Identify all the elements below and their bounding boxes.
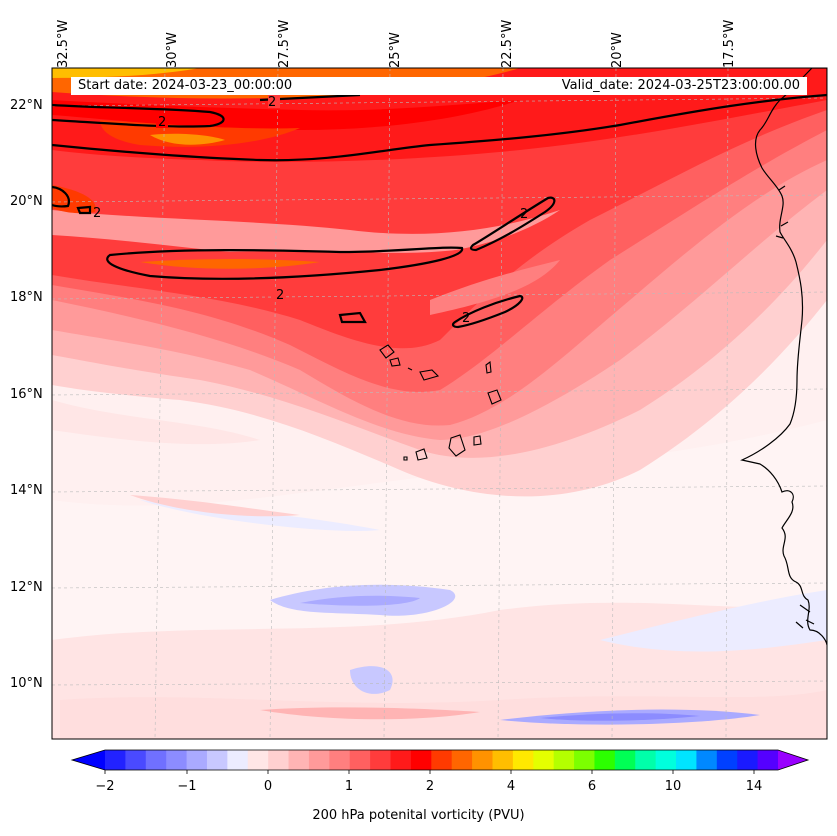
colorbar-segment xyxy=(512,750,534,770)
lat-label: 12°N xyxy=(10,580,43,595)
colorbar-extend-min xyxy=(72,750,105,770)
lon-label: 17.5°W xyxy=(722,19,737,68)
colorbar-segment xyxy=(145,750,167,770)
contour-label: 2 xyxy=(462,311,470,326)
colorbar-tick-label: 1 xyxy=(344,779,354,794)
map-frame xyxy=(51,67,828,740)
colorbar-segment xyxy=(635,750,657,770)
colorbar-segment xyxy=(594,750,616,770)
lon-label: 20°W xyxy=(610,32,625,68)
pv-2-contours xyxy=(52,93,827,329)
colorbar-segment xyxy=(186,750,208,770)
colorbar-segment xyxy=(410,750,432,770)
colorbar-segment xyxy=(696,750,718,770)
graticule xyxy=(52,68,827,739)
colorbar-tick-label: −2 xyxy=(95,779,115,794)
lon-label: 25°W xyxy=(388,32,403,68)
colorbar-segment xyxy=(737,750,759,770)
cabo-verde-islands xyxy=(379,344,502,461)
lat-label: 20°N xyxy=(10,194,43,209)
colorbar-segment xyxy=(308,750,330,770)
lon-label: 22.5°W xyxy=(500,19,515,68)
colorbar-segment xyxy=(574,750,595,770)
colorbar-tick-label: 10 xyxy=(664,779,682,794)
lon-label: 27.5°W xyxy=(277,19,292,68)
start-date: Start date: 2024-03-23_00:00:00 xyxy=(78,78,293,93)
colorbar-tick-label: −1 xyxy=(177,779,197,794)
colorbar-segment xyxy=(227,750,249,770)
colorbar-segment xyxy=(349,750,371,770)
colorbar-segment xyxy=(105,750,126,770)
colorbar-tick-label: 2 xyxy=(425,779,435,794)
colorbar-title: 200 hPa potenital vorticity (PVU) xyxy=(312,808,525,823)
colorbar-segment xyxy=(492,750,514,770)
contour-label: 2 xyxy=(93,206,101,221)
colorbar-segment xyxy=(614,750,636,770)
colorbar-segment xyxy=(268,750,290,770)
colorbar-segment xyxy=(206,750,228,770)
colorbar-segment xyxy=(390,750,412,770)
colorbar-segment xyxy=(553,750,575,770)
contour-label: 2 xyxy=(158,115,166,130)
lat-label: 14°N xyxy=(10,483,43,498)
colorbar-tick-label: 6 xyxy=(587,779,597,794)
valid-date: Valid_date: 2024-03-25T23:00:00.00 xyxy=(561,78,800,93)
lat-label: 22°N xyxy=(10,98,43,113)
colorbar-segment xyxy=(716,750,738,770)
colorbar-segment xyxy=(676,750,697,770)
contour-label: 2 xyxy=(520,207,528,222)
colorbar-segment xyxy=(370,750,392,770)
lat-label: 16°N xyxy=(10,387,43,402)
colorbar-segment xyxy=(533,750,555,770)
colorbar-tick-label: 0 xyxy=(263,779,273,794)
date-info-box: Start date: 2024-03-23_00:00:00 Valid_da… xyxy=(71,77,807,95)
colorbar-segment xyxy=(431,750,453,770)
lon-label: 30°W xyxy=(165,32,180,68)
colorbar-segment xyxy=(288,750,310,770)
africa-coastline xyxy=(740,68,827,646)
colorbar-segment xyxy=(757,750,779,770)
colorbar xyxy=(70,749,810,774)
contour-labels: 2 2 2 2 2 2 xyxy=(93,94,528,326)
colorbar-tick-label: 14 xyxy=(745,779,763,794)
pv-field: 2 2 2 2 2 2 xyxy=(52,68,827,739)
colorbar-segment xyxy=(166,750,188,770)
colorbar-segment xyxy=(451,750,473,770)
lat-label: 10°N xyxy=(10,676,43,691)
colorbar-segment xyxy=(472,750,493,770)
colorbar-segment xyxy=(125,750,147,770)
colorbar-tick-label: 4 xyxy=(506,779,516,794)
colorbar-segment xyxy=(247,750,269,770)
colorbar-extend-max xyxy=(778,750,808,770)
colorbar-segment xyxy=(329,750,351,770)
lon-label: 32.5°W xyxy=(56,19,71,68)
contour-label: 2 xyxy=(276,288,284,303)
lat-label: 18°N xyxy=(10,290,43,305)
colorbar-segment xyxy=(655,750,677,770)
coast-detail xyxy=(795,604,815,629)
coast-detail xyxy=(775,185,789,239)
contour-label: 2 xyxy=(268,95,276,110)
